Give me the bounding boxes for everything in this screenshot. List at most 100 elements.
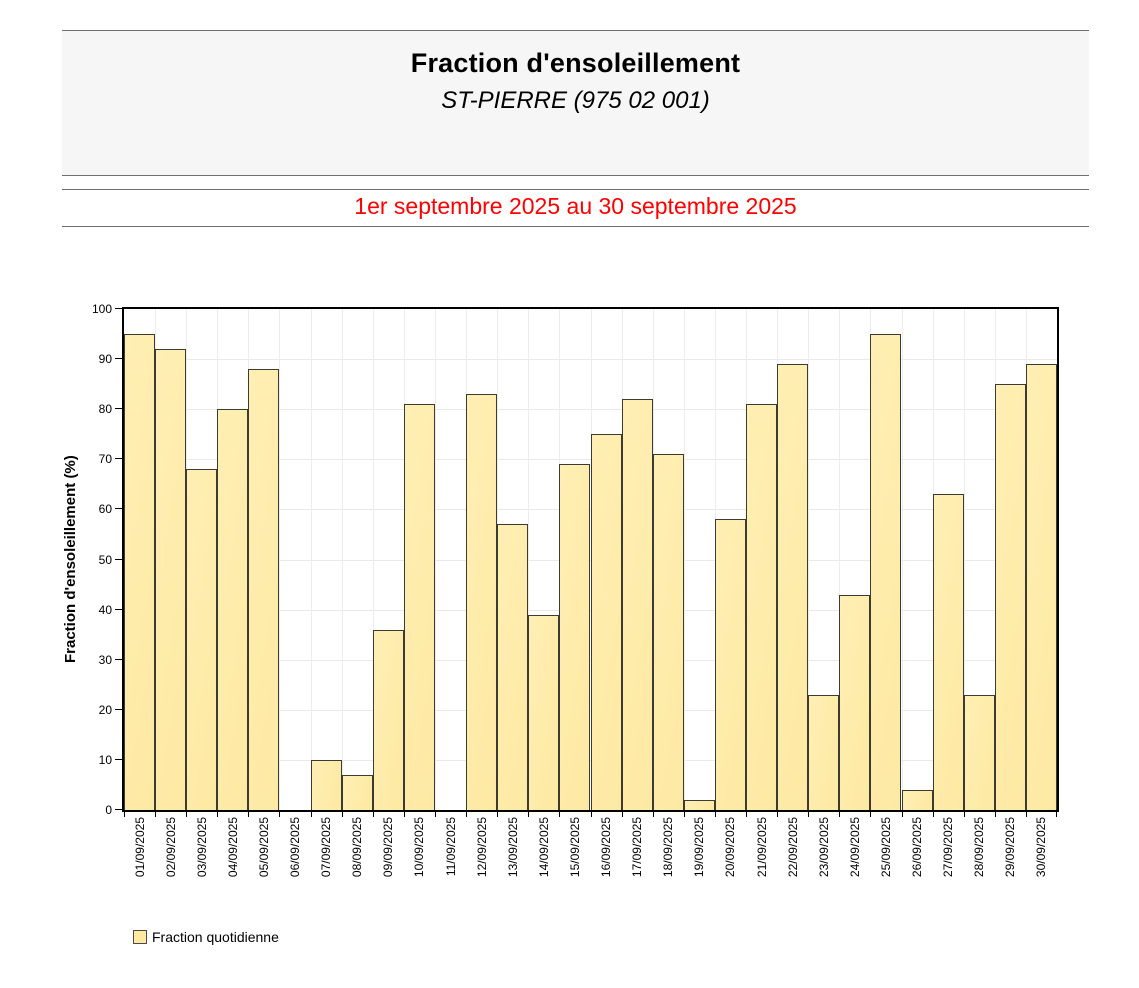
x-tick-14	[559, 812, 561, 817]
y-tick-label-20: 20	[98, 702, 112, 717]
x-tick-label-20/09/2025: 20/09/2025	[723, 817, 738, 878]
x-tick-8	[372, 812, 374, 817]
x-tick-9	[403, 812, 405, 817]
bar-24/09/2025	[839, 594, 871, 810]
x-tick-label-07/09/2025: 07/09/2025	[319, 817, 334, 878]
y-tick-label-50: 50	[98, 552, 112, 567]
gridline-x-10	[434, 309, 436, 810]
x-tick-label-10/09/2025: 10/09/2025	[412, 817, 427, 878]
y-tick-50	[115, 558, 122, 560]
y-tick-label-90: 90	[98, 352, 112, 367]
bar-23/09/2025	[808, 694, 840, 810]
bar-05/09/2025	[248, 369, 280, 810]
x-tick-22	[808, 812, 810, 817]
plot-area	[115, 307, 1059, 817]
y-tick-label-30: 30	[98, 652, 112, 667]
x-tick-26	[932, 812, 934, 817]
x-tick-label-17/09/2025: 17/09/2025	[630, 817, 645, 878]
x-tick-label-05/09/2025: 05/09/2025	[256, 817, 271, 878]
x-tick-label-13/09/2025: 13/09/2025	[505, 817, 520, 878]
bar-16/09/2025	[590, 434, 622, 810]
x-tick-3	[217, 812, 219, 817]
x-tick-19	[714, 812, 716, 817]
x-tick-6	[310, 812, 312, 817]
x-tick-label-14/09/2025: 14/09/2025	[536, 817, 551, 878]
chart-legend: Fraction quotidienne	[133, 929, 279, 945]
x-tick-28	[994, 812, 996, 817]
x-tick-label-27/09/2025: 27/09/2025	[941, 817, 956, 878]
bar-07/09/2025	[310, 759, 342, 810]
band-bottom-rule	[62, 175, 1089, 176]
x-tick-25	[901, 812, 903, 817]
top-rule	[62, 30, 1089, 31]
y-tick-0	[115, 809, 122, 810]
x-tick-13	[528, 812, 530, 817]
x-tick-23	[839, 812, 841, 817]
x-tick-2	[186, 812, 188, 817]
gridline-x-23	[839, 309, 841, 810]
y-tick-10	[115, 758, 122, 760]
y-tick-40	[115, 608, 122, 610]
bar-22/09/2025	[777, 364, 809, 810]
x-tick-label-25/09/2025: 25/09/2025	[878, 817, 893, 878]
y-tick-label-70: 70	[98, 452, 112, 467]
x-tick-12	[497, 812, 499, 817]
gridline-x-7	[341, 309, 343, 810]
y-tick-30	[115, 658, 122, 660]
y-tick-label-60: 60	[98, 502, 112, 517]
bar-19/09/2025	[683, 799, 715, 810]
x-tick-30	[1056, 812, 1057, 817]
gridline-x-18	[683, 309, 685, 810]
bar-27/09/2025	[932, 494, 964, 810]
y-tick-label-100: 100	[91, 302, 112, 316]
x-tick-24	[870, 812, 872, 817]
x-tick-29	[1025, 812, 1027, 817]
y-tick-90	[115, 358, 122, 360]
bar-14/09/2025	[528, 614, 560, 810]
bar-18/09/2025	[652, 454, 684, 810]
y-tick-20	[115, 708, 122, 710]
bar-17/09/2025	[621, 399, 653, 810]
x-tick-label-30/09/2025: 30/09/2025	[1034, 817, 1049, 878]
x-tick-7	[341, 812, 343, 817]
bar-21/09/2025	[745, 404, 778, 810]
y-tick-100	[115, 308, 122, 309]
x-tick-0	[124, 812, 125, 817]
y-tick-70	[115, 458, 122, 460]
bar-20/09/2025	[714, 519, 746, 810]
bar-12/09/2025	[466, 394, 498, 810]
bar-29/09/2025	[994, 384, 1026, 810]
gridline-x-8	[372, 309, 374, 810]
x-tick-label-18/09/2025: 18/09/2025	[661, 817, 676, 878]
bar-28/09/2025	[963, 694, 995, 810]
x-tick-15	[590, 812, 592, 817]
header-band: Fraction d'ensoleillement ST-PIERRE (975…	[62, 31, 1089, 175]
x-tick-4	[248, 812, 250, 817]
gridline-x-25	[901, 309, 903, 810]
y-tick-label-40: 40	[98, 602, 112, 617]
y-tick-label-10: 10	[98, 752, 112, 767]
bar-10/09/2025	[403, 404, 435, 810]
bar-15/09/2025	[559, 464, 591, 810]
x-tick-label-26/09/2025: 26/09/2025	[910, 817, 925, 878]
x-tick-label-19/09/2025: 19/09/2025	[692, 817, 707, 878]
y-tick-label-80: 80	[98, 402, 112, 417]
x-tick-21	[777, 812, 779, 817]
y-tick-label-0: 0	[105, 803, 112, 817]
bar-25/09/2025	[870, 334, 902, 810]
x-tick-27	[963, 812, 965, 817]
x-tick-1	[155, 812, 157, 817]
bar-02/09/2025	[155, 349, 187, 810]
x-tick-label-08/09/2025: 08/09/2025	[350, 817, 365, 878]
station-subtitle: ST-PIERRE (975 02 001)	[441, 87, 710, 114]
x-tick-5	[279, 812, 281, 817]
bar-08/09/2025	[341, 774, 373, 810]
period-top-rule	[62, 189, 1089, 190]
x-tick-label-02/09/2025: 02/09/2025	[163, 817, 178, 878]
gridline-x-5	[279, 309, 281, 810]
bar-30/09/2025	[1025, 364, 1057, 810]
x-tick-10	[434, 812, 436, 817]
x-tick-label-04/09/2025: 04/09/2025	[225, 817, 240, 878]
gridline-x-6	[310, 309, 312, 810]
y-tick-80	[115, 408, 122, 410]
